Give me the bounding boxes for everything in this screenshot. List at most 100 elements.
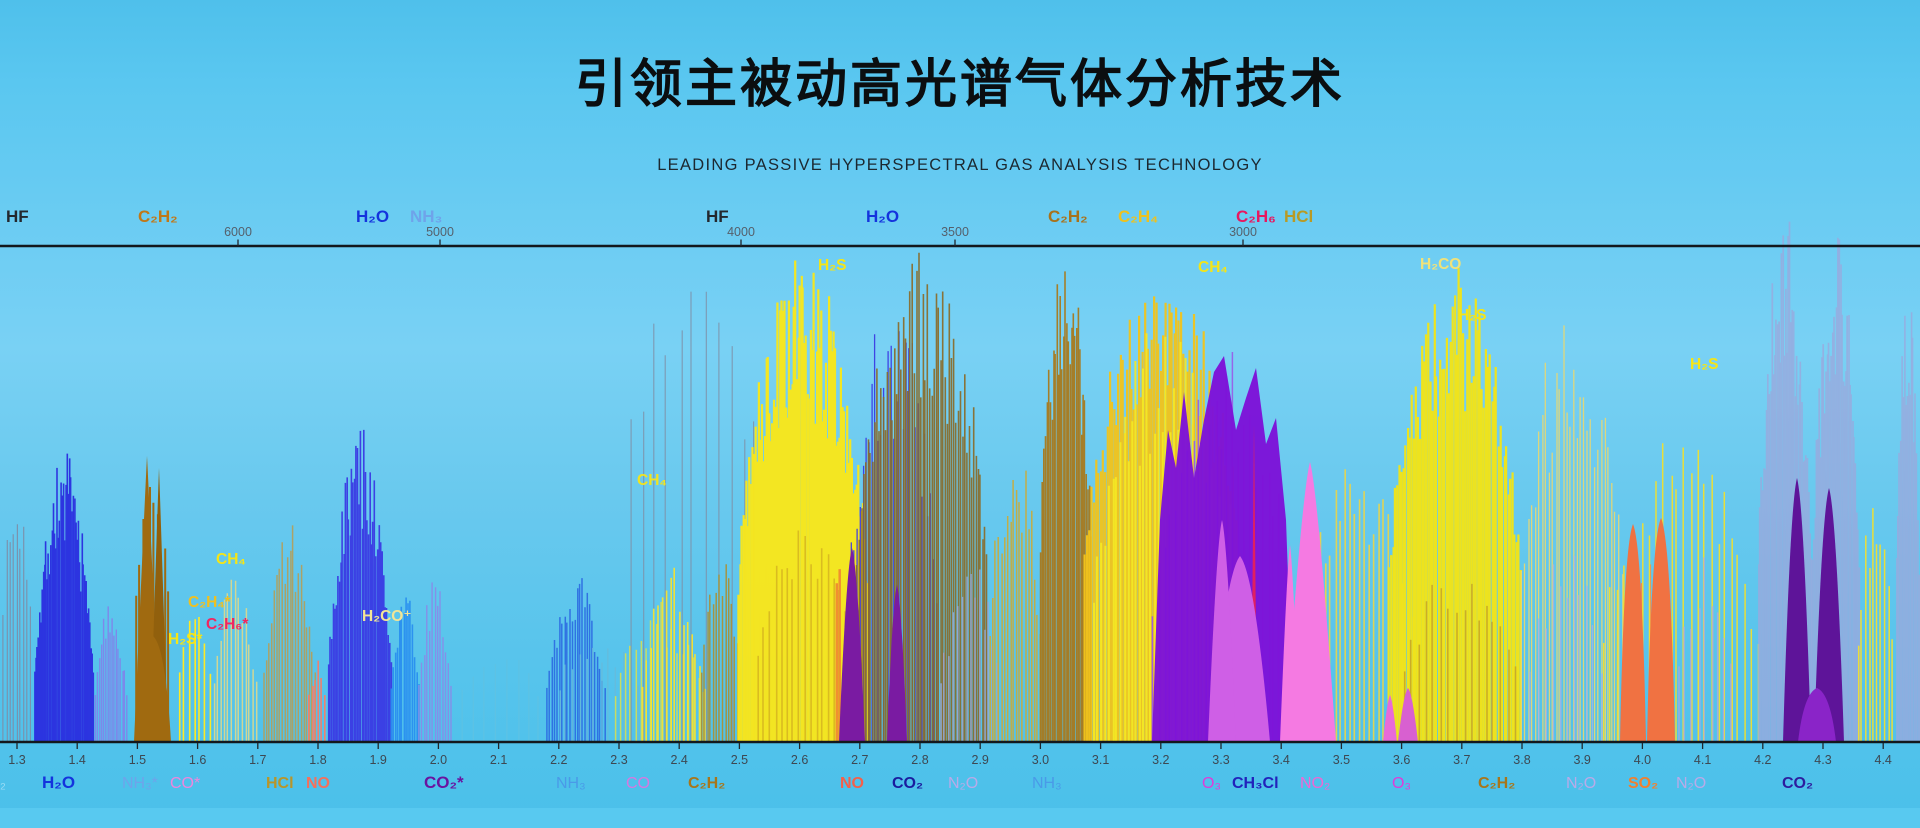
gas-label-bottom: HCl [266, 775, 294, 792]
gas-blob [1208, 520, 1236, 742]
gas-line-band [34, 453, 95, 742]
gas-line-band [1857, 508, 1893, 742]
gas-line-band [2, 524, 31, 742]
gas-label-top: NH₃ [410, 207, 442, 226]
gas-blob [135, 636, 171, 742]
gas-line-band [461, 659, 539, 742]
bottom-tick-label: 1.8 [309, 753, 326, 767]
gas-label-top: H₂O [866, 207, 899, 226]
bottom-tick-label: 2.2 [550, 753, 567, 767]
bottom-tick-label: 2.3 [610, 753, 627, 767]
gas-label-bottom: NH₃ [1032, 775, 1062, 792]
bottom-tick-label: 3.3 [1212, 753, 1229, 767]
gas-label-inchart: CH₄ [216, 551, 246, 568]
bottom-tick-label: 2.0 [430, 753, 447, 767]
gas-label-inchart: C₂H₆* [206, 616, 249, 633]
gas-label-bottom: N₂O [1676, 775, 1706, 792]
gas-label-top: C₂H₆ [1236, 207, 1276, 226]
bottom-tick-label: 3.6 [1393, 753, 1410, 767]
top-tick-label: 6000 [224, 225, 252, 239]
bottom-tick-label: 1.3 [8, 753, 25, 767]
gas-label-bottom: NH₃* [122, 775, 158, 792]
gas-line-band [1678, 557, 1732, 742]
bottom-tick-label: 1.9 [370, 753, 387, 767]
gas-label-inchart: CH₄ [1198, 259, 1228, 276]
top-tick-label: 3500 [941, 225, 969, 239]
bottom-tick-label: 3.0 [1032, 753, 1049, 767]
gas-label-inchart: H₂S [818, 257, 846, 274]
gas-label-top: C₂H₂ [138, 207, 178, 226]
gas-line-band [418, 582, 452, 742]
bottom-tick-label: 2.9 [972, 753, 989, 767]
gas-label-bottom: O₃ [1392, 775, 1411, 792]
bottom-tick-label: 3.8 [1513, 753, 1530, 767]
gas-label-bottom: SO₂ [1628, 775, 1658, 792]
gas-line-band [940, 569, 1003, 742]
gas-blob [1620, 524, 1646, 742]
gas-line-band [1896, 312, 1920, 742]
gas-label-inchart: H₂S* [168, 631, 203, 648]
top-tick-label: 4000 [727, 225, 755, 239]
bottom-tick-label: 3.1 [1092, 753, 1109, 767]
bottom-tick-label: 1.7 [249, 753, 266, 767]
gas-blob [1280, 545, 1300, 742]
gas-line-band [327, 429, 393, 742]
bottom-tick-label: 2.6 [791, 753, 808, 767]
gas-line-band [307, 660, 326, 742]
gas-label-top: H₂O [356, 207, 389, 226]
bottom-tick-label: 2.5 [731, 753, 748, 767]
bottom-tick-label: 4.1 [1694, 753, 1711, 767]
gas-label-bottom: NH₃ [556, 775, 586, 792]
gas-label-top: C₂H₂ [1048, 207, 1088, 226]
gas-label-top: HCl [1284, 207, 1313, 226]
gas-label-inchart: H₂S [1458, 307, 1486, 324]
gas-line-band [178, 617, 212, 742]
gas-line-band [1529, 555, 1603, 742]
bottom-tick-label: 2.1 [490, 753, 507, 767]
gas-label-inchart: H₂CO [1420, 256, 1461, 273]
gas-line-band [641, 567, 706, 742]
page-title: 引领主被动高光谱气体分析技术 [574, 55, 1345, 115]
gas-blob [1647, 518, 1675, 742]
bottom-tick-label: 1.6 [189, 753, 206, 767]
gas-label-bottom: CO [626, 775, 650, 792]
gas-label-bottom: C₂H₂ [1478, 775, 1515, 792]
gas-label-bottom: ₂ [0, 775, 6, 792]
bottom-tick-label: 1.4 [69, 753, 86, 767]
page-subtitle: LEADING PASSIVE HYPERSPECTRAL GAS ANALYS… [657, 156, 1263, 174]
bottom-tick-label: 3.4 [1273, 753, 1290, 767]
bottom-tick-label: 3.7 [1453, 753, 1470, 767]
gas-label-bottom: O₃ [1202, 775, 1221, 792]
top-tick-label: 3000 [1229, 225, 1257, 239]
gas-blob [887, 585, 907, 742]
gas-line-band [989, 470, 1041, 742]
bottom-tick-label: 2.8 [911, 753, 928, 767]
gas-label-bottom: NO₂ [1300, 775, 1330, 792]
gas-line-band [390, 597, 420, 742]
gas-label-bottom: C₂H₂ [688, 775, 725, 792]
gas-line-band [546, 578, 606, 742]
bottom-tick-label: 4.3 [1814, 753, 1831, 767]
bottom-tick-label: 1.5 [129, 753, 146, 767]
bottom-tick-label: 3.9 [1574, 753, 1591, 767]
gas-label-bottom: CO* [170, 775, 200, 792]
gas-label-inchart: CH₄ [637, 472, 667, 489]
gas-line-band [700, 564, 741, 742]
gas-line-band [1520, 325, 1624, 742]
gas-line-band [614, 602, 705, 742]
bottom-tick-label: 2.4 [671, 753, 688, 767]
gas-label-inchart: H₂CO⁺ [362, 608, 412, 625]
gas-label-bottom: NO [840, 775, 864, 792]
gas-label-top: HF [706, 207, 729, 226]
gas-line-band [213, 579, 258, 742]
gas-label-bottom: CO₂* [424, 773, 464, 792]
top-tick-label: 5000 [426, 225, 454, 239]
gas-blob [1783, 478, 1811, 742]
gas-blob [1398, 688, 1418, 742]
bottom-tick-label: 4.0 [1634, 753, 1651, 767]
bottom-tick-label: 4.4 [1875, 753, 1892, 767]
gas-blob [839, 548, 865, 742]
gas-blob [1798, 688, 1836, 742]
gas-label-bottom: N₂O [1566, 775, 1596, 792]
